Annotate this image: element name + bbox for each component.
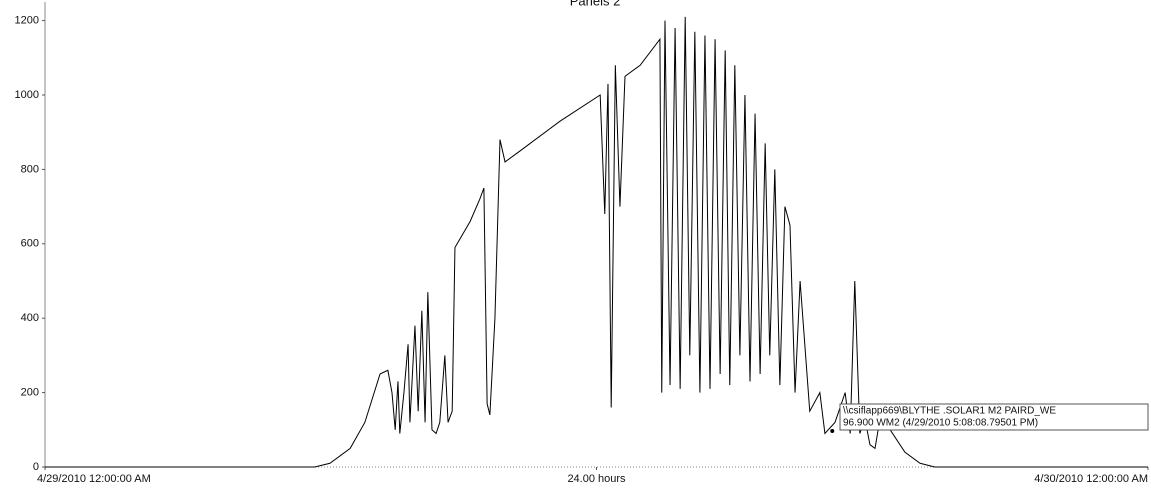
y-tick-label: 1000 — [15, 89, 39, 101]
y-tick-label: 200 — [21, 387, 39, 399]
y-tick-label: 0 — [33, 461, 39, 473]
y-tick-label: 1200 — [15, 15, 39, 27]
annotation-text: 96.900 WM2 (4/29/2010 5:08:08.79501 PM) — [843, 418, 1038, 429]
annotation-box — [839, 403, 1149, 431]
x-tick-label: 4/30/2010 12:00:00 AM — [1034, 473, 1148, 485]
x-tick-label: 24.00 hours — [567, 473, 626, 485]
annotation-text: \\csiflapp669\BLYTHE .SOLAR1 M2 PAIRD_WE — [843, 406, 1056, 417]
data-line — [45, 16, 1148, 468]
y-tick-label: 600 — [21, 238, 39, 250]
y-tick-label: 800 — [21, 163, 39, 175]
x-tick-label: 4/29/2010 12:00:00 AM — [37, 473, 151, 485]
annotation-point — [830, 428, 835, 433]
y-tick-label: 400 — [21, 312, 39, 324]
chart-title: Panels 2 — [570, 0, 621, 8]
